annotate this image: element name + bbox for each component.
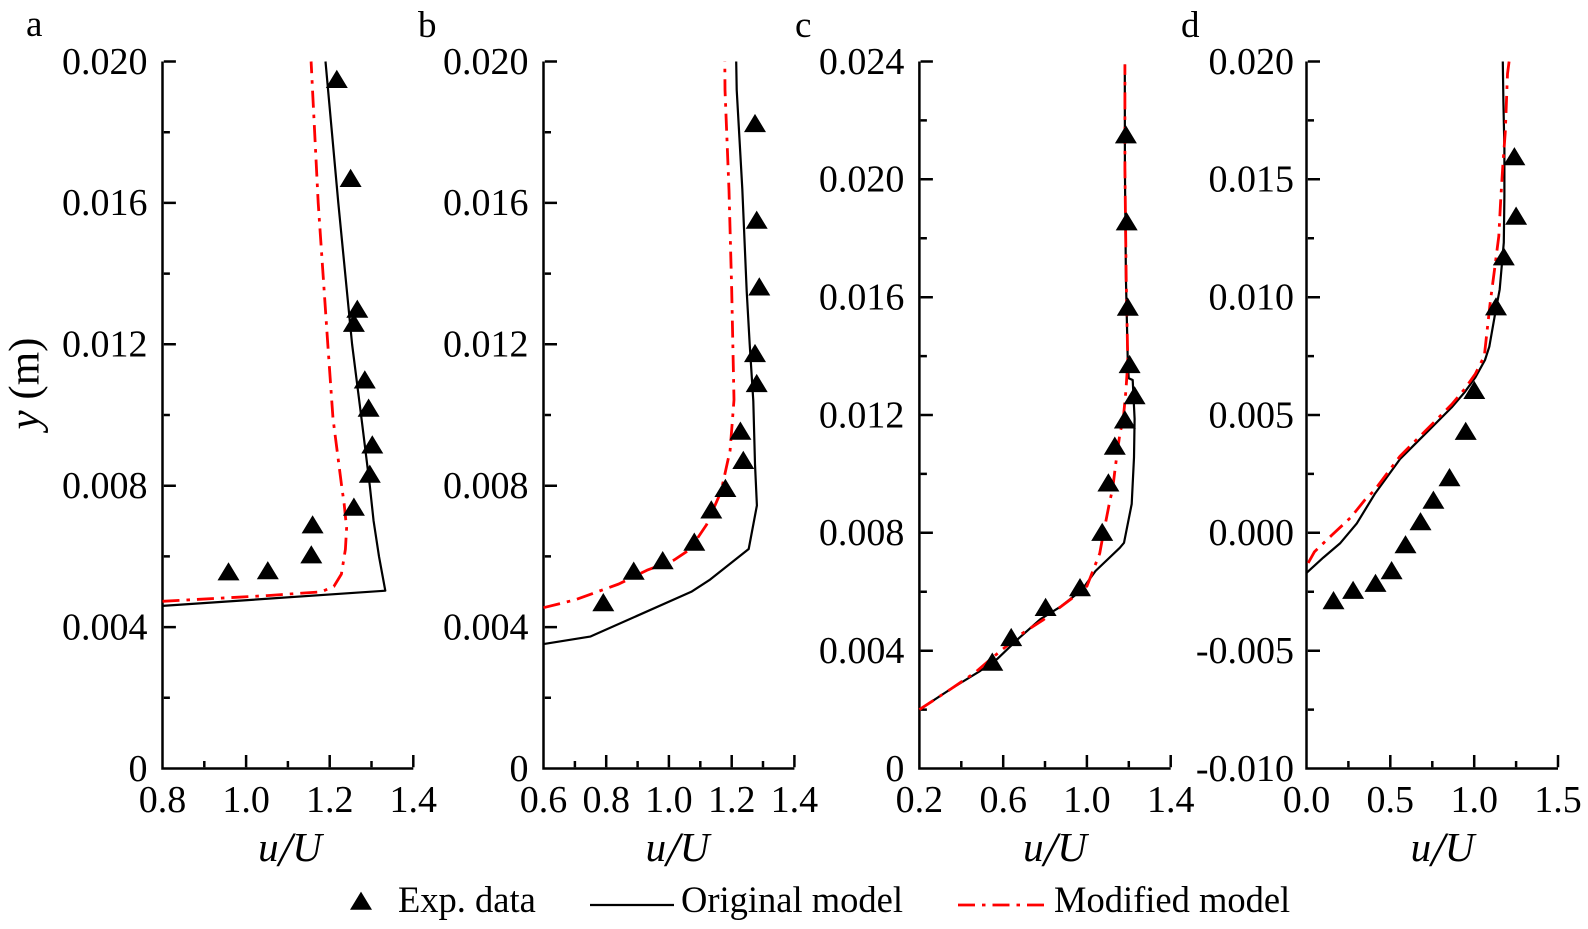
svg-text:0.012: 0.012: [819, 394, 905, 436]
svg-text:1.0: 1.0: [1063, 779, 1111, 821]
svg-text:0.5: 0.5: [1367, 779, 1415, 821]
svg-text:0.008: 0.008: [62, 465, 148, 507]
svg-text:0.012: 0.012: [443, 324, 529, 366]
svg-text:0.004: 0.004: [62, 606, 148, 648]
svg-text:u/U: u/U: [646, 822, 712, 877]
svg-text:Exp. data: Exp. data: [398, 879, 536, 920]
svg-text:0.0: 0.0: [1283, 779, 1331, 821]
svg-text:0.008: 0.008: [443, 465, 529, 507]
svg-text:1.2: 1.2: [708, 779, 756, 821]
svg-text:0.020: 0.020: [1209, 41, 1295, 83]
svg-text:y (m): y (m): [2, 338, 49, 434]
svg-text:0.020: 0.020: [819, 159, 905, 201]
svg-text:1.0: 1.0: [222, 779, 270, 821]
svg-text:1.4: 1.4: [390, 779, 438, 821]
svg-text:0.012: 0.012: [62, 324, 148, 366]
svg-text:u/U: u/U: [1023, 822, 1089, 877]
svg-text:d: d: [1181, 5, 1200, 46]
svg-text:0.6: 0.6: [520, 779, 568, 821]
svg-text:-0.005: -0.005: [1196, 630, 1294, 672]
svg-text:c: c: [795, 5, 811, 46]
svg-text:0.8: 0.8: [582, 779, 630, 821]
svg-text:a: a: [26, 4, 42, 45]
svg-text:0.005: 0.005: [1209, 394, 1295, 436]
svg-text:0.010: 0.010: [1209, 277, 1295, 319]
svg-text:0.015: 0.015: [1209, 159, 1295, 201]
svg-text:0: 0: [885, 748, 904, 790]
svg-text:0.024: 0.024: [819, 41, 905, 83]
svg-text:0.6: 0.6: [979, 779, 1027, 821]
svg-text:1.4: 1.4: [771, 779, 819, 821]
svg-text:0.008: 0.008: [819, 512, 905, 554]
svg-text:0: 0: [510, 748, 529, 790]
svg-text:u/U: u/U: [1411, 822, 1477, 877]
svg-text:0.2: 0.2: [896, 779, 944, 821]
svg-text:0.004: 0.004: [819, 630, 905, 672]
svg-text:0.016: 0.016: [819, 277, 905, 319]
svg-text:0.016: 0.016: [443, 182, 529, 224]
svg-text:b: b: [418, 5, 437, 46]
svg-text:0.020: 0.020: [443, 41, 529, 83]
svg-text:0.020: 0.020: [62, 41, 148, 83]
svg-text:1.4: 1.4: [1147, 779, 1195, 821]
svg-text:1.5: 1.5: [1534, 779, 1582, 821]
svg-text:0.000: 0.000: [1209, 512, 1295, 554]
svg-text:0.8: 0.8: [139, 779, 187, 821]
svg-text:1.0: 1.0: [1450, 779, 1498, 821]
svg-text:0.016: 0.016: [62, 182, 148, 224]
svg-text:-0.010: -0.010: [1196, 748, 1294, 790]
svg-text:Original model: Original model: [681, 879, 903, 920]
svg-text:1.0: 1.0: [645, 779, 693, 821]
svg-text:0.004: 0.004: [443, 606, 529, 648]
svg-text:1.2: 1.2: [306, 779, 354, 821]
svg-text:Modified model: Modified model: [1054, 879, 1290, 920]
svg-text:u/U: u/U: [258, 822, 324, 877]
svg-text:0: 0: [129, 748, 148, 790]
